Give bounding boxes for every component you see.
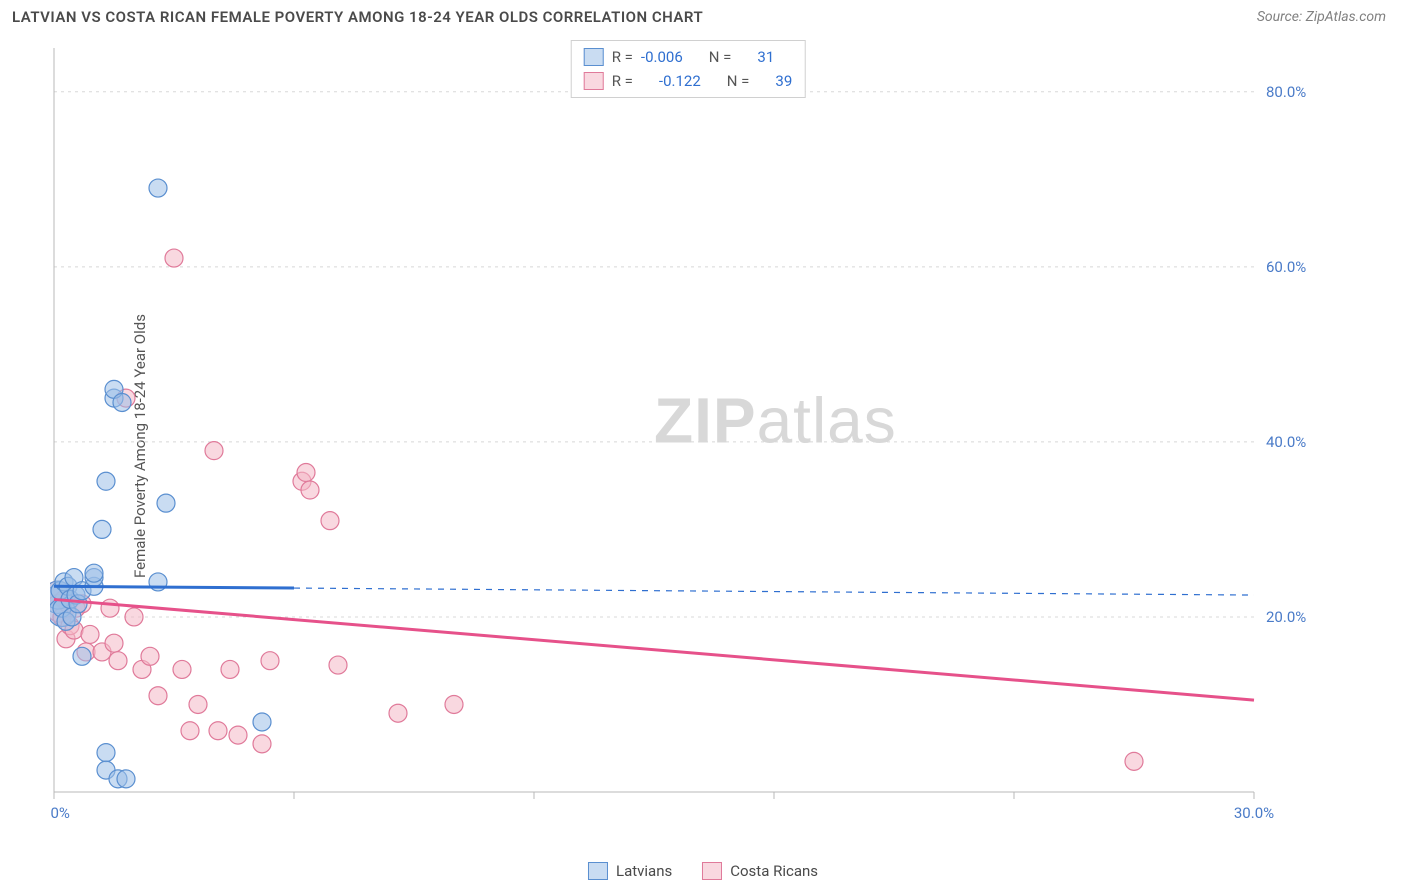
n-label: N = <box>727 72 750 90</box>
scatter-plot: 20.0% 40.0% 60.0% 80.0% ZIPatlas 0.0% 30.0% <box>50 40 1326 828</box>
chart-area: 20.0% 40.0% 60.0% 80.0% ZIPatlas 0.0% 30.0% R … <box>50 40 1326 840</box>
swatch-icon <box>588 862 608 880</box>
chart-title: LATVIAN VS COSTA RICAN FEMALE POVERTY AM… <box>12 8 703 26</box>
svg-text:0.0%: 0.0% <box>50 804 70 822</box>
legend-row-costaricans: R = -0.122 N = 39 <box>584 69 793 93</box>
source-name: ZipAtlas.com <box>1306 9 1386 25</box>
svg-text:60.0%: 60.0% <box>1266 258 1306 276</box>
legend-item-costaricans: Costa Ricans <box>702 862 818 880</box>
series-legend: Latvians Costa Ricans <box>588 862 818 880</box>
r-value: -0.122 <box>659 72 701 90</box>
legend-item-latvians: Latvians <box>588 862 672 880</box>
source-attribution: Source: ZipAtlas.com <box>1257 9 1386 25</box>
n-value: 31 <box>757 48 774 66</box>
svg-text:40.0%: 40.0% <box>1266 433 1306 451</box>
swatch-icon <box>702 862 722 880</box>
swatch-icon <box>584 72 604 90</box>
svg-text:20.0%: 20.0% <box>1266 608 1306 626</box>
legend-label: Costa Ricans <box>730 862 818 880</box>
n-label: N = <box>709 48 732 66</box>
r-label: R = <box>612 48 633 66</box>
svg-text:80.0%: 80.0% <box>1266 83 1306 101</box>
source-prefix: Source: <box>1257 9 1306 25</box>
swatch-icon <box>584 48 604 66</box>
correlation-legend: R = -0.006 N = 31 R = -0.122 N = 39 <box>571 40 806 98</box>
r-label: R = <box>612 72 633 90</box>
legend-row-latvians: R = -0.006 N = 31 <box>584 45 793 69</box>
legend-label: Latvians <box>616 862 672 880</box>
n-value: 39 <box>775 72 792 90</box>
svg-text:ZIPatlas: ZIPatlas <box>654 384 897 456</box>
svg-text:30.0%: 30.0% <box>1234 804 1274 822</box>
r-value: -0.006 <box>641 48 683 66</box>
